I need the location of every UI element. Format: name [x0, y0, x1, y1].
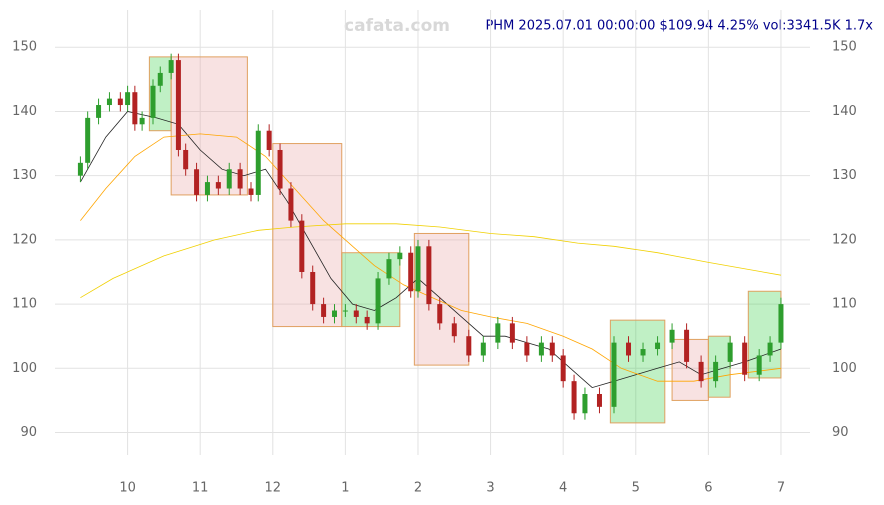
candle-body [437, 304, 443, 324]
y-tick-label-right: 130 [832, 168, 857, 183]
y-tick-label: 100 [12, 361, 37, 376]
candle-body [626, 342, 632, 356]
candle-body [139, 117, 145, 125]
candle-body [255, 130, 261, 195]
candle-body [310, 271, 316, 305]
candle-body [150, 85, 156, 118]
candle-body [426, 246, 432, 305]
moving-average [80, 133, 782, 382]
candle-body [386, 259, 392, 279]
candle-body [713, 361, 719, 382]
x-tick-label: 5 [632, 481, 640, 496]
candle-body [237, 169, 243, 189]
candle-body [106, 98, 112, 106]
candle-body [571, 381, 577, 414]
candle-body [742, 342, 748, 375]
candle-body [415, 246, 421, 292]
candle-body [495, 323, 501, 343]
y-tick-label: 150 [12, 40, 37, 55]
candle-body [175, 60, 181, 150]
candle-body [125, 92, 131, 106]
candle-body [509, 323, 515, 343]
x-tick-label: 12 [265, 481, 282, 496]
y-tick-label-right: 140 [832, 104, 857, 119]
candle-body [194, 169, 200, 195]
candle-body [364, 316, 370, 324]
signal-box [707, 335, 731, 398]
candle-body [698, 361, 704, 382]
chart-title: PHM 2025.07.01 00:00:00 $109.94 4.25% vo… [485, 19, 873, 34]
candle-body [524, 342, 530, 356]
x-tick-label: 11 [192, 481, 209, 496]
x-tick-label: 1 [341, 481, 349, 496]
candle-body [96, 105, 102, 118]
candle-body [640, 349, 646, 356]
candle-body [727, 342, 733, 362]
candle-body [596, 393, 602, 407]
x-tick-label: 3 [486, 481, 494, 496]
candle-body [582, 393, 588, 414]
y-tick-label: 120 [12, 232, 37, 247]
candle-body [549, 342, 555, 356]
candle-body [767, 342, 773, 356]
signal-box [170, 56, 248, 196]
candle-body [204, 182, 210, 195]
candle-body [375, 278, 381, 324]
candle-body [226, 169, 232, 189]
y-tick-label: 140 [12, 104, 37, 119]
candle-body [299, 220, 305, 272]
candle-body [560, 355, 566, 382]
y-tick-label-right: 150 [832, 40, 857, 55]
moving-average [80, 223, 782, 299]
candle-body [77, 162, 83, 176]
candle-body [353, 310, 359, 317]
candle-body [117, 98, 123, 106]
candle-body [331, 310, 337, 317]
y-tick-label: 110 [12, 297, 37, 312]
candle-body [684, 329, 690, 362]
candle-body [480, 342, 486, 356]
watermark: cafata.com [344, 16, 450, 36]
y-tick-label: 130 [12, 168, 37, 183]
x-tick-label: 2 [414, 481, 422, 496]
candle-body [215, 182, 221, 189]
candle-body [157, 72, 163, 86]
y-tick-label-right: 110 [832, 297, 857, 312]
x-tick-label: 7 [777, 481, 785, 496]
candle-body [277, 149, 283, 189]
candle-body [611, 342, 617, 407]
y-tick-label-right: 100 [832, 361, 857, 376]
candle-body [397, 252, 403, 260]
candle-body [288, 188, 294, 221]
candle-body [756, 355, 762, 375]
x-tick-label: 10 [119, 481, 136, 496]
candle-body [183, 149, 189, 170]
signal-box [609, 319, 666, 424]
candle-body [451, 323, 457, 337]
candle-body [655, 342, 661, 350]
y-tick-label: 90 [20, 425, 37, 440]
candle-body [669, 329, 675, 343]
candle-body [408, 252, 414, 292]
candle-body [466, 336, 472, 356]
candle-body [538, 342, 544, 356]
x-tick-label: 6 [704, 481, 712, 496]
candle-body [266, 130, 272, 150]
signal-box [272, 143, 343, 328]
candle-body [168, 60, 174, 73]
candle-body [248, 188, 254, 195]
candle-body [85, 117, 91, 163]
candle-body [321, 304, 327, 317]
signal-box [341, 252, 401, 328]
x-tick-label: 4 [559, 481, 567, 496]
signal-box [747, 290, 782, 379]
y-tick-label-right: 120 [832, 232, 857, 247]
candle-body [778, 304, 784, 343]
candle-body [132, 92, 138, 125]
candle-body [342, 310, 348, 312]
y-tick-label-right: 90 [832, 425, 849, 440]
